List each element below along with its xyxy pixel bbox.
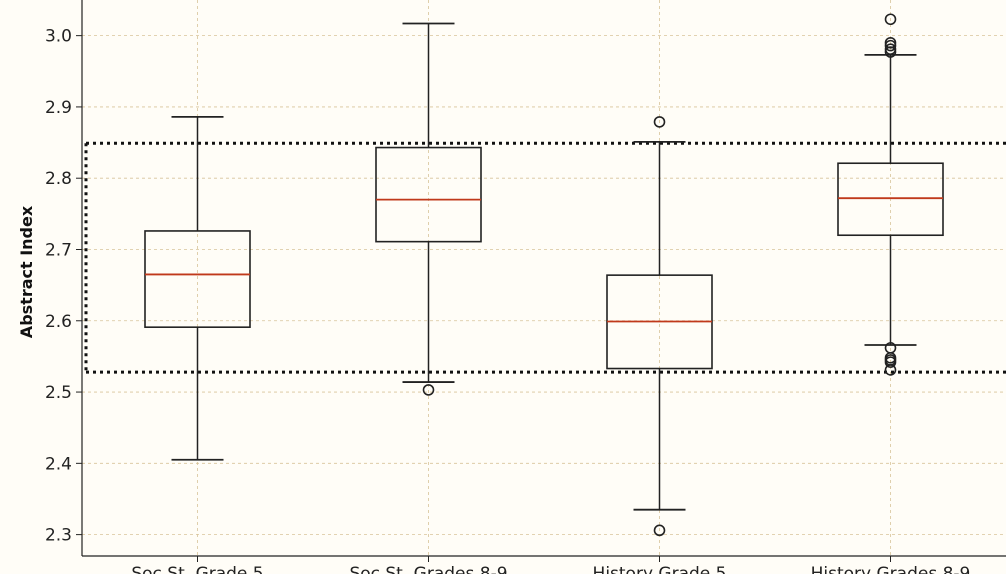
y-tick-label: 2.4 — [45, 454, 72, 474]
y-tick-label: 2.8 — [45, 169, 72, 189]
outlier-point — [884, 356, 897, 368]
x-tick-label: Soc St. Grade 5 — [131, 564, 263, 574]
box-group — [606, 116, 713, 537]
outlier-point — [884, 39, 897, 52]
box-group — [375, 22, 482, 396]
iqr-box — [375, 146, 482, 243]
x-tick-label: History Grades 8-9 — [811, 564, 971, 574]
box-group — [837, 13, 944, 376]
x-tick-label: History Grade 5 — [593, 564, 727, 574]
y-tick-label: 2.6 — [45, 312, 72, 332]
grid-lines — [82, 0, 1006, 556]
outlier-point — [653, 524, 666, 537]
outlier-point — [884, 13, 897, 26]
y-tick-label: 2.7 — [45, 240, 72, 260]
iqr-box — [144, 230, 251, 328]
boxes — [144, 13, 944, 537]
outlier-point — [422, 384, 435, 396]
y-tick-label: 2.9 — [45, 98, 72, 118]
x-tick-label: Soc St. Grades 8-9 — [349, 564, 507, 574]
outlier-point — [653, 116, 666, 128]
axes: 2.3 2.4 2.5 2.6 2.7 2.8 2.9 3.0 Soc St. Grade 5 S… — [45, 0, 1006, 574]
y-tick-label: 3.0 — [45, 27, 72, 47]
y-tick-label: 2.5 — [45, 383, 72, 403]
box-group — [144, 116, 251, 461]
y-tick-label: 2.3 — [45, 526, 72, 546]
y-axis-label: Abstract Index — [17, 205, 36, 338]
reference-band — [84, 141, 1006, 374]
outlier-point — [884, 364, 897, 376]
iqr-box — [837, 162, 944, 237]
outlier-point — [884, 46, 897, 58]
